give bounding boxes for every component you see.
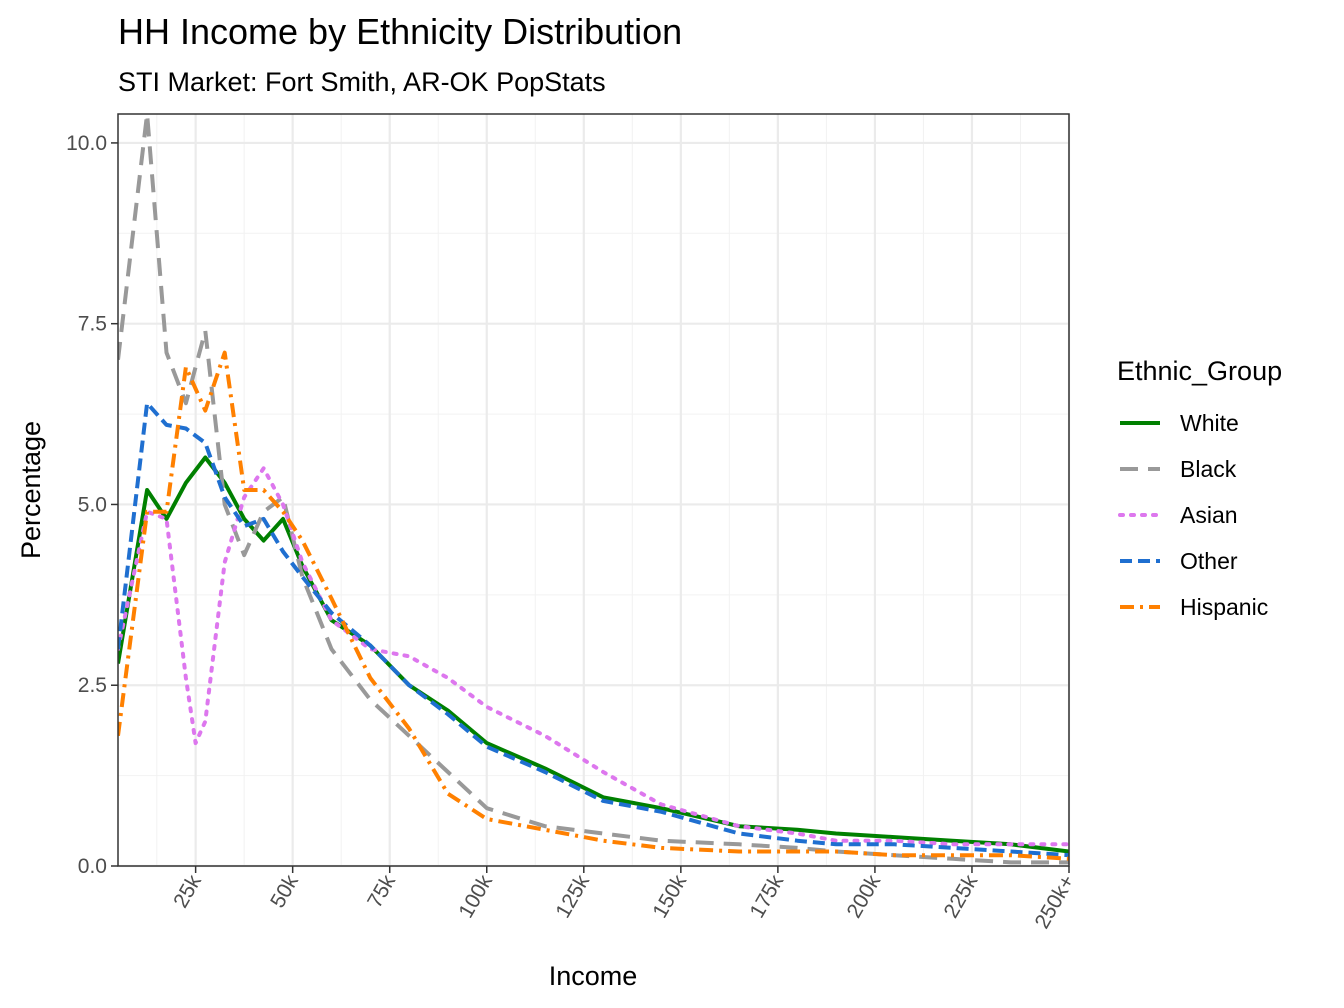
chart-subtitle: STI Market: Fort Smith, AR-OK PopStats [118, 67, 606, 97]
y-tick-label: 10.0 [66, 132, 107, 155]
legend-label-other: Other [1180, 548, 1238, 574]
series-line-hispanic [118, 350, 1069, 861]
y-tick-label: 2.5 [78, 674, 107, 697]
x-axis-title: Income [549, 961, 638, 991]
y-axis-title: Percentage [16, 421, 46, 559]
legend-title: Ethnic_Group [1117, 356, 1282, 386]
legend-label-asian: Asian [1180, 502, 1238, 528]
grid-minor [118, 114, 1069, 866]
legend-label-hispanic: Hispanic [1180, 594, 1268, 620]
y-axis-ticks: 0.0 2.5 5.0 7.5 10.0 [66, 132, 118, 878]
series-line-other [118, 401, 1069, 858]
chart-title: HH Income by Ethnicity Distribution [118, 11, 682, 52]
y-tick-label: 7.5 [78, 313, 107, 336]
series-lines [118, 114, 1069, 865]
plot-panel-border [117, 113, 1070, 867]
legend-label-black: Black [1180, 456, 1237, 482]
legend: Ethnic_Group White Black Asian Other Hispani… [1117, 356, 1282, 620]
y-tick-label: 0.0 [78, 855, 107, 878]
legend-label-white: White [1180, 410, 1239, 436]
y-tick-label: 5.0 [78, 493, 107, 516]
